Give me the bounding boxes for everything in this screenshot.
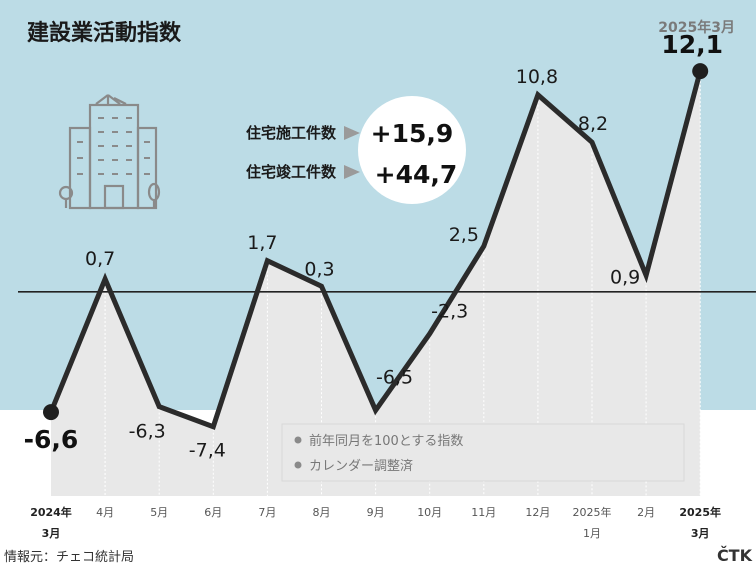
label-layer: -6,6 0,7 -6,3 -7,4 1,7 0,3 -6,5 -2,3 2,5 10,8 8,2 0… bbox=[24, 30, 723, 462]
x-tick-label-sub: 3月 bbox=[42, 527, 61, 540]
legend-item-adjusted: カレンダー調整済 bbox=[309, 458, 413, 474]
legend-box bbox=[281, 423, 685, 482]
data-label: 8,2 bbox=[578, 113, 608, 135]
x-tick-label: 2025年 bbox=[679, 505, 721, 519]
kpi-arrow-starts-icon bbox=[344, 126, 360, 140]
kpi-label-completions: 住宅竣工件数 bbox=[246, 163, 337, 181]
data-label: -2,3 bbox=[431, 301, 468, 323]
x-tick-label: 4月 bbox=[96, 506, 114, 519]
series-line bbox=[48, 70, 703, 430]
chart-date: 2025年3月 bbox=[658, 19, 735, 36]
x-tick-label: 6月 bbox=[204, 506, 222, 519]
tick-layer: 2024年 3月 4月 5月 6月 7月 8月 9月 10月 11月 12月 2025年 1月 2月 202… bbox=[30, 505, 721, 540]
line-layer bbox=[43, 63, 709, 430]
x-tick-label: 2024年 bbox=[30, 505, 72, 519]
legend-item-index: 前年同月を100とする指数 bbox=[309, 433, 463, 449]
x-tick-label: 5月 bbox=[150, 506, 168, 519]
x-tick-label: 10月 bbox=[417, 506, 442, 519]
data-label: 12,1 bbox=[661, 30, 723, 59]
kpi-value-completions: +44,7 bbox=[375, 160, 458, 189]
data-point-start bbox=[43, 404, 59, 421]
data-label: 2,5 bbox=[449, 224, 479, 246]
data-point-end bbox=[692, 63, 709, 80]
data-label: 0,7 bbox=[85, 248, 115, 270]
data-label: 1,7 bbox=[247, 232, 277, 254]
building-icon bbox=[58, 94, 161, 210]
kpi-value-starts: +15,9 bbox=[371, 119, 454, 148]
x-tick-label: 12月 bbox=[525, 506, 550, 519]
data-label: 10,8 bbox=[516, 66, 558, 88]
kpi-label-starts: 住宅施工件数 bbox=[246, 124, 337, 142]
x-tick-label: 9月 bbox=[367, 506, 385, 519]
x-tick-label: 11月 bbox=[471, 506, 496, 519]
data-label: -6,6 bbox=[24, 425, 79, 454]
brand-logo: ČTK bbox=[717, 546, 753, 565]
chart-title: 建設業活動指数 bbox=[27, 20, 182, 46]
x-tick-label: 2025年 bbox=[573, 505, 612, 519]
legend-bullet-icon bbox=[294, 436, 302, 444]
data-label: -6,5 bbox=[376, 366, 413, 388]
legend-bullet-icon bbox=[294, 461, 302, 469]
data-label: 0,3 bbox=[304, 258, 334, 280]
kpi-arrow-completions-icon bbox=[344, 165, 360, 179]
source-text: 情報元：チェコ統計局 bbox=[4, 549, 134, 565]
data-label: -6,3 bbox=[129, 421, 166, 443]
x-tick-label: 2月 bbox=[637, 506, 655, 519]
x-tick-label-sub: 3月 bbox=[691, 527, 710, 540]
x-tick-label: 7月 bbox=[258, 506, 276, 519]
x-tick-label-sub: 1月 bbox=[583, 527, 601, 540]
data-label: -7,4 bbox=[189, 440, 226, 462]
kpi-circle bbox=[358, 96, 466, 204]
data-label: 0,9 bbox=[610, 266, 640, 288]
x-tick-label: 8月 bbox=[313, 506, 331, 519]
